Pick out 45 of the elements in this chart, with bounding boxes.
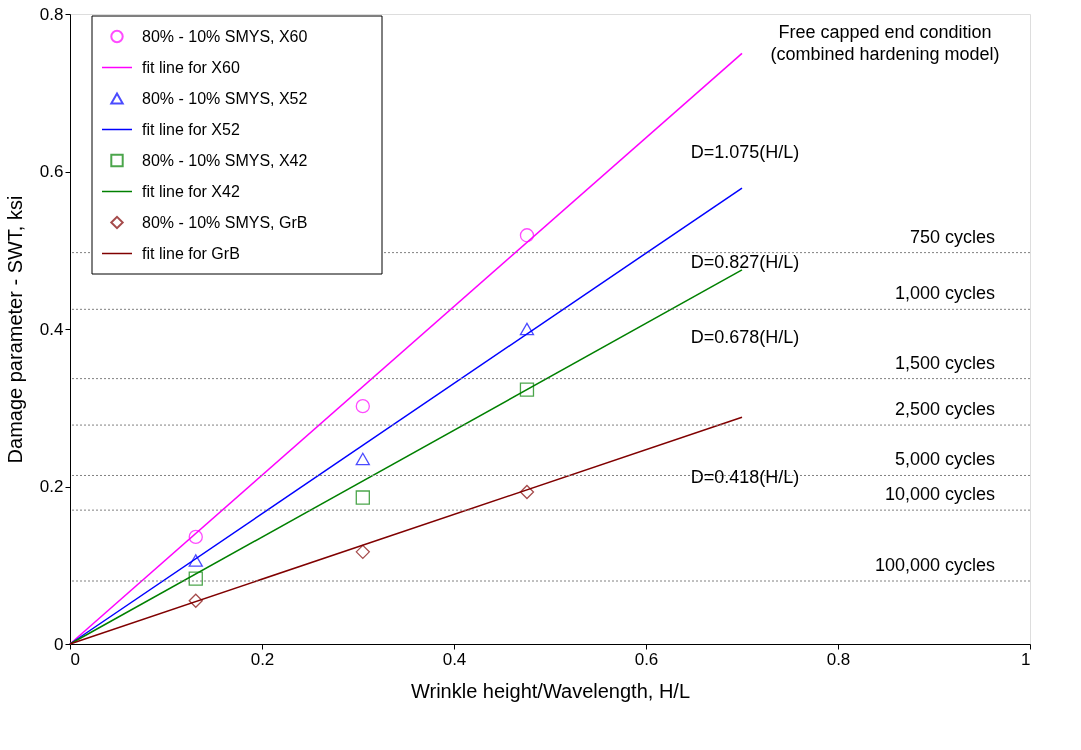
ref-line-label: 5,000 cycles bbox=[894, 449, 995, 470]
point bbox=[355, 399, 370, 414]
y-tick-label: 0 bbox=[54, 634, 64, 654]
annotation: D=0.827(H/L) bbox=[690, 252, 800, 272]
x-tick-label: 0.8 bbox=[826, 649, 851, 669]
point bbox=[519, 228, 535, 243]
ref-line-label: 10,000 cycles bbox=[884, 484, 995, 505]
legend-label: fit line for X60 bbox=[142, 58, 240, 76]
legend-label: 80% - 10% SMYS, X60 bbox=[142, 27, 308, 45]
ref-line-label: 2,500 cycles bbox=[894, 399, 995, 420]
point bbox=[355, 544, 370, 560]
point bbox=[355, 452, 370, 466]
x-tick-label: 0.6 bbox=[634, 649, 659, 669]
annotation: D=0.418(H/L) bbox=[690, 467, 800, 487]
point bbox=[188, 571, 203, 586]
legend-label: 80% - 10% SMYS, X42 bbox=[142, 151, 308, 169]
point bbox=[519, 322, 535, 336]
annotation: D=1.075(H/L) bbox=[690, 142, 800, 162]
x-tick-label: 1 bbox=[1021, 649, 1031, 669]
point bbox=[188, 529, 203, 545]
legend-label: fit line for X52 bbox=[142, 120, 240, 138]
ref-line-label: 1,500 cycles bbox=[894, 352, 995, 373]
y-tick-label: 0.8 bbox=[39, 4, 64, 24]
legend-label: fit line for GrB bbox=[142, 244, 240, 262]
x-tick-label: 0 bbox=[70, 649, 80, 669]
ref-line-label: 1,000 cycles bbox=[894, 283, 995, 304]
y-tick-label: 0.2 bbox=[39, 477, 64, 496]
y-axis-title: Damage parameter - SWT, ksi bbox=[3, 195, 26, 464]
point bbox=[519, 484, 535, 500]
x-axis-title: Wrinkle height/Wavelength, H/L bbox=[410, 679, 691, 702]
annotation: D=0.678(H/L) bbox=[690, 327, 800, 347]
ref-line-label: 100,000 cycles bbox=[874, 555, 995, 575]
annotation: Free capped end condition (combined hardening model) bbox=[770, 22, 1000, 64]
y-tick-label: 0.6 bbox=[39, 162, 64, 181]
point bbox=[519, 382, 535, 397]
point bbox=[355, 490, 370, 505]
y-tick-label: 0.4 bbox=[39, 319, 64, 339]
legend-label: fit line for X42 bbox=[142, 182, 240, 200]
x-tick-label: 0.2 bbox=[250, 649, 275, 669]
ref-line-label: 750 cycles bbox=[909, 226, 995, 247]
legend-label: 80% - 10% SMYS, X52 bbox=[142, 89, 308, 107]
legend-label: 80% - 10% SMYS, GrB bbox=[142, 213, 308, 231]
x-tick-label: 0.4 bbox=[442, 649, 467, 669]
point bbox=[188, 554, 203, 567]
point bbox=[188, 593, 203, 608]
